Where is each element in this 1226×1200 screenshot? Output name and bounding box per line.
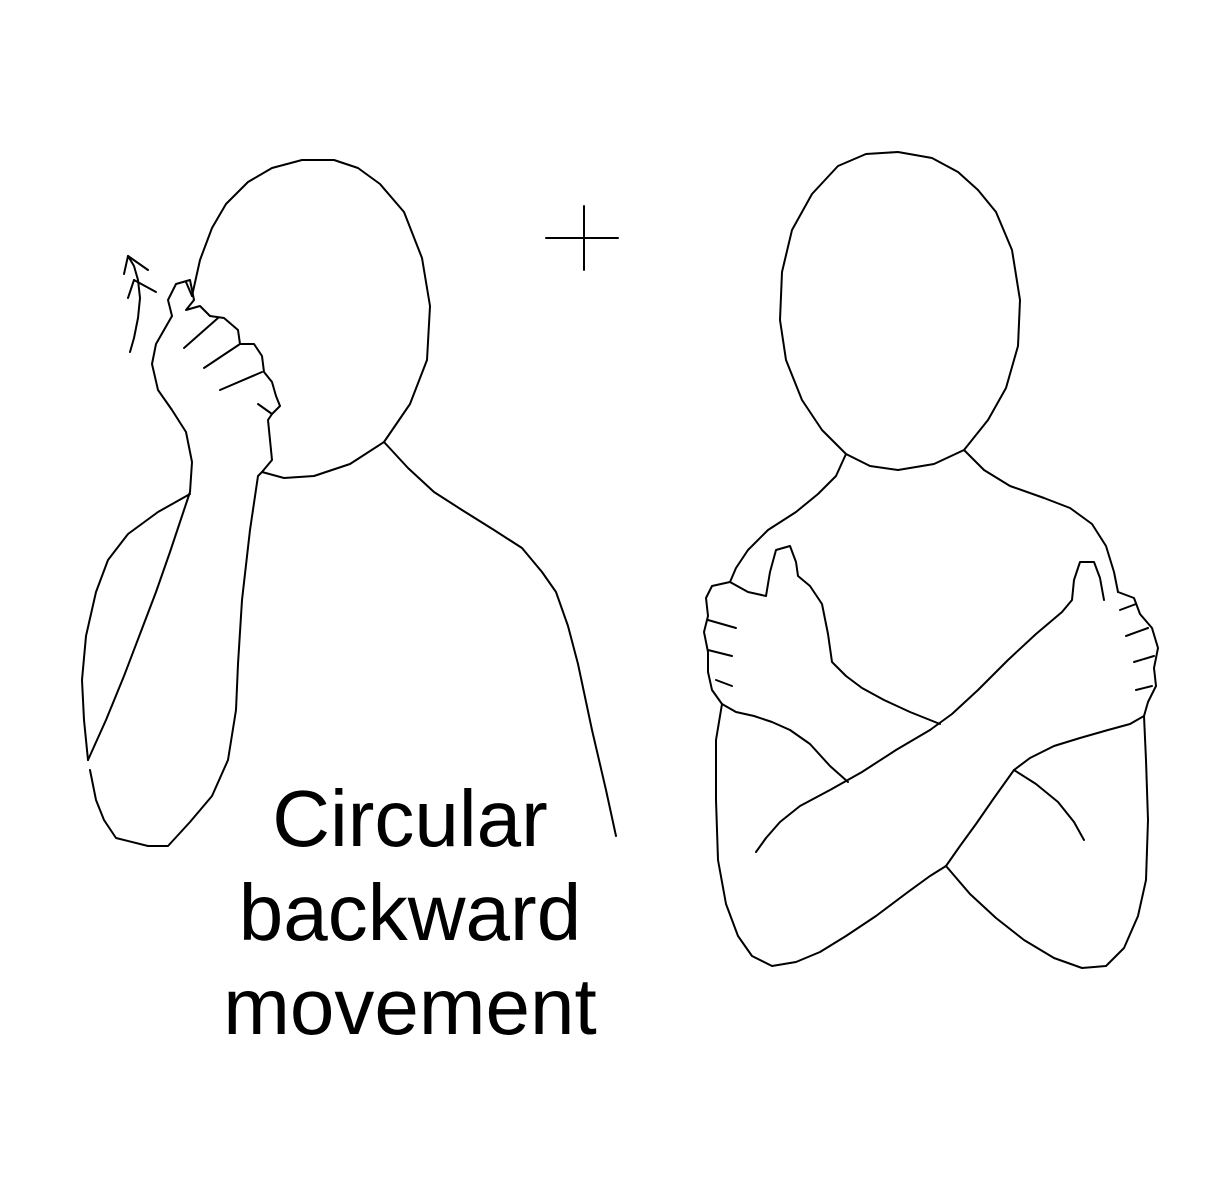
right-neck-right	[963, 449, 1119, 593]
right-left-finger-1	[707, 619, 737, 629]
right-forearm-b	[945, 769, 1015, 867]
right-body-left	[715, 703, 947, 967]
right-body-right	[945, 715, 1149, 969]
right-head	[779, 151, 1021, 471]
left-finger-line-3	[219, 371, 263, 391]
left-arm-inner	[89, 471, 263, 847]
left-fist	[167, 279, 281, 473]
right-left-hand	[703, 581, 849, 783]
upward-arrow-icon	[123, 255, 157, 353]
left-finger-line-2	[203, 343, 241, 369]
plus-connector-icon	[545, 205, 619, 271]
right-right-thumb	[929, 561, 1105, 731]
left-head	[191, 159, 431, 479]
left-finger-line-4	[257, 403, 273, 415]
caption: Circular backward movement	[180, 772, 640, 1054]
left-thumb	[185, 281, 193, 297]
caption-line-2: backward	[238, 868, 582, 957]
right-forearm-a	[755, 729, 931, 853]
caption-line-3: movement	[223, 962, 597, 1051]
right-right-finger-2	[1125, 627, 1149, 637]
left-finger-line-1	[183, 317, 219, 349]
right-left-finger-3	[715, 679, 733, 687]
left-arm-outer	[87, 315, 193, 761]
right-left-thumb	[729, 545, 941, 725]
right-forearm-c	[1013, 769, 1085, 841]
caption-line-1: Circular	[272, 774, 548, 863]
right-left-finger-2	[707, 649, 733, 657]
left-left-shoulder	[81, 493, 191, 761]
right-right-finger-3	[1133, 655, 1155, 663]
left-shoulder-line	[383, 441, 617, 837]
left-figure	[81, 159, 617, 847]
right-right-finger-4	[1135, 685, 1153, 691]
right-figure	[703, 151, 1159, 969]
right-right-finger-1	[1119, 603, 1137, 611]
right-neck-left	[729, 453, 847, 583]
right-right-hand	[1013, 591, 1159, 771]
